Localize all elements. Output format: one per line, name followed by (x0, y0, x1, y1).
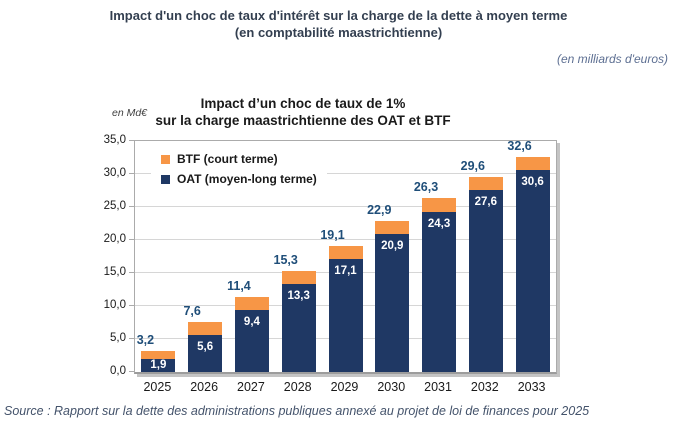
bar-2028-btf-segment (281, 271, 316, 285)
y-tick-label: 0,0 (110, 365, 126, 377)
y-tick-mark (129, 305, 134, 306)
y-tick-label: 25,0 (103, 200, 126, 212)
y-tick-label: 15,0 (103, 266, 126, 278)
bar-2025-oat-segment (141, 359, 176, 372)
x-category-label: 2033 (517, 380, 546, 394)
x-category-label: 2028 (283, 380, 312, 394)
y-tick-label: 5,0 (110, 332, 126, 344)
bar-2026-total-value: 7,6 (183, 303, 201, 318)
x-category-label: 2030 (377, 380, 406, 394)
bar-2026-oat-segment (188, 335, 223, 372)
bar-2031-oat-value: 24,3 (427, 217, 451, 230)
bar-2025-oat-value: 1,9 (150, 359, 167, 371)
bar-2032-total-value: 29,6 (460, 158, 485, 173)
y-tick-label: 35,0 (103, 134, 126, 146)
bar-2032-oat-value: 27,6 (474, 195, 498, 208)
bar-2030-oat-segment (375, 234, 410, 372)
x-category-label: 2031 (424, 380, 452, 394)
bar-2030-total-value: 22,9 (367, 202, 392, 217)
legend-item-label: BTF (court terme) (177, 152, 278, 166)
x-category-label: 2032 (470, 380, 499, 394)
bar-2028-oat-value: 13,3 (287, 290, 310, 303)
chart-title: Impact d’un choc de taux de 1% sur la ch… (88, 96, 518, 129)
bar-2031-oat-segment (422, 211, 457, 372)
bar-2032-btf-segment (468, 176, 503, 190)
bar-2029-oat-segment (328, 259, 363, 372)
bar-2026-oat-value: 5,6 (197, 341, 214, 354)
y-tick-mark (129, 140, 134, 141)
gridline-20 (135, 239, 556, 240)
x-category-label: 2029 (330, 380, 359, 394)
bar-2028-total-value: 15,3 (273, 253, 298, 268)
y-tick-mark (129, 338, 134, 339)
bar-2027-oat-segment (234, 309, 269, 372)
legend-item-oat: OAT (moyen-long terme) (161, 172, 317, 186)
bar-2033-oat-value: 30,6 (521, 176, 544, 189)
gridline-25 (135, 206, 556, 207)
chart-title-line1: Impact d’un choc de taux de 1% (200, 96, 406, 111)
y-axis-unit-label: en Md€ (112, 107, 148, 119)
y-tick-mark (129, 371, 134, 372)
bar-2027-oat-value: 9,4 (243, 315, 260, 328)
legend-swatch-icon (161, 154, 170, 164)
chart-title-line2: sur la charge maastrichtienne des OAT et… (155, 112, 451, 128)
bar-2026-btf-segment (188, 321, 223, 336)
bar-2028-oat-segment (281, 284, 316, 372)
bar-2025-btf-segment (141, 350, 176, 360)
legend-item-label: OAT (moyen-long terme) (177, 172, 317, 186)
gridline-30 (135, 173, 556, 174)
y-tick-label: 10,0 (103, 299, 126, 311)
bar-2031-total-value: 26,3 (413, 180, 439, 195)
y-tick-mark (129, 239, 134, 240)
unit-note: (en milliards d'euros) (557, 52, 668, 66)
y-tick-label: 20,0 (103, 233, 126, 245)
x-category-label: 2025 (143, 380, 172, 394)
x-category-label: 2027 (237, 380, 265, 394)
bar-2033-btf-segment (515, 156, 550, 171)
bar-2029-oat-value: 17,1 (334, 265, 357, 278)
plot-area: 1,9 3,2 5,6 7,6 9,4 11,4 13,3 15,3 17,1 19,1 20,9 2… (134, 138, 557, 374)
legend-item-btf: BTF (court terme) (161, 152, 317, 166)
bar-2030-oat-value: 20,9 (381, 240, 404, 253)
bar-2030-btf-segment (375, 220, 410, 235)
legend: BTF (court terme) OAT (moyen-long terme) (151, 146, 327, 193)
chart: en Md€ Impact d’un choc de taux de 1% su… (88, 95, 574, 398)
bar-2027-total-value: 11,4 (227, 278, 251, 293)
page-title-line1: Impact d'un choc de taux d'intérêt sur l… (109, 8, 568, 23)
y-tick-mark (129, 206, 134, 207)
bar-2029-total-value: 19,1 (320, 227, 345, 242)
bar-2031-btf-segment (422, 198, 457, 212)
page-title-line2: (en comptabilité maastrichtienne) (234, 25, 443, 40)
bar-2033-oat-segment (515, 170, 550, 372)
page-title: Impact d'un choc de taux d'intérêt sur l… (0, 7, 677, 41)
bar-2027-btf-segment (234, 296, 269, 310)
legend-swatch-icon (161, 174, 170, 184)
x-category-label: 2026 (190, 380, 219, 394)
source-note: Source : Rapport sur la dette des admini… (4, 404, 590, 418)
y-tick-label: 30,0 (103, 167, 126, 179)
bar-2029-btf-segment (328, 245, 363, 260)
bar-2032-oat-segment (468, 189, 503, 372)
y-tick-mark (129, 173, 134, 174)
y-tick-mark (129, 272, 134, 273)
bar-2025-total-value: 3,2 (136, 332, 155, 347)
bar-2033-total-value: 32,6 (507, 138, 532, 153)
